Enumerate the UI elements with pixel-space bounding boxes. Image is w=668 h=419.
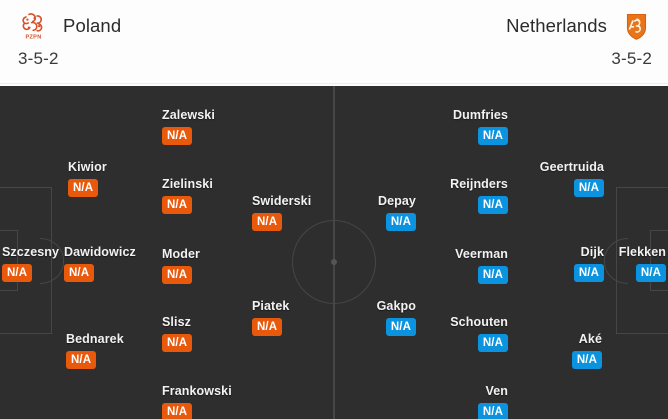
player-name: Dijk [580, 245, 604, 259]
player-name: Gakpo [376, 299, 416, 313]
player-card[interactable]: Szczesny N/A [2, 245, 59, 282]
svg-text:PZPN: PZPN [25, 34, 41, 40]
player-name: Aké [578, 332, 602, 346]
player-rating-badge: N/A [162, 196, 193, 214]
player-card[interactable]: Depay N/A [378, 194, 416, 231]
player-card[interactable]: Zielinski N/A [162, 177, 213, 214]
player-name: Szczesny [2, 245, 60, 259]
poland-pzpn-crest-icon: PZPN [18, 10, 49, 42]
home-formation: 3-5-2 [18, 49, 59, 68]
player-name: Frankowski [162, 384, 232, 398]
player-card[interactable]: Dumfries N/A [453, 108, 508, 145]
player-card[interactable]: Geertruida N/A [540, 160, 604, 197]
left-goal-box [0, 230, 18, 291]
away-team-name: Netherlands [506, 15, 607, 36]
player-card[interactable]: Slisz N/A [162, 315, 193, 352]
player-card[interactable]: Kiwior N/A [68, 160, 107, 197]
player-name: Piatek [252, 299, 290, 313]
player-rating-badge: N/A [477, 127, 508, 145]
player-name: Moder [162, 247, 200, 261]
away-team-block[interactable]: Netherlands 3-5-2 [506, 8, 652, 69]
player-name: Zielinski [162, 177, 213, 191]
player-name: Dawidowicz [64, 245, 136, 259]
player-card[interactable]: Reijnders N/A [450, 177, 508, 214]
player-rating-badge: N/A [573, 264, 604, 282]
player-name: Bednarek [66, 332, 124, 346]
away-team-row: Netherlands [506, 8, 652, 44]
player-rating-badge: N/A [252, 213, 283, 231]
player-card[interactable]: Flekken N/A [619, 245, 666, 282]
pitch: Szczesny N/A Dawidowicz N/A Kiwior N/A Bednare… [0, 86, 668, 419]
player-rating-badge: N/A [477, 403, 508, 419]
player-rating-badge: N/A [573, 179, 604, 197]
player-rating-badge: N/A [252, 318, 283, 336]
player-name: Kiwior [68, 160, 107, 174]
center-circle [292, 220, 376, 304]
player-card[interactable]: Piatek N/A [252, 299, 289, 336]
player-rating-badge: N/A [162, 403, 193, 419]
player-card[interactable]: Zalewski N/A [162, 108, 215, 145]
player-rating-badge: N/A [477, 196, 508, 214]
player-name: Depay [377, 194, 416, 208]
player-rating-badge: N/A [477, 266, 508, 284]
player-name: Flekken [618, 245, 666, 259]
player-name: Geertruida [539, 160, 604, 174]
player-rating-badge: N/A [162, 334, 193, 352]
player-card[interactable]: Aké N/A [571, 332, 602, 369]
player-name: Zalewski [162, 108, 215, 122]
player-rating-badge: N/A [635, 264, 666, 282]
player-card[interactable]: Dijk N/A [573, 245, 604, 282]
player-card[interactable]: Ven N/A [477, 384, 508, 419]
player-rating-badge: N/A [68, 179, 99, 197]
player-name: Dumfries [453, 108, 508, 122]
player-name: Ven [485, 384, 508, 398]
player-name: Veerman [455, 247, 508, 261]
center-spot [331, 259, 337, 265]
match-header: PZPN Poland 3-5-2 Netherlands [0, 0, 668, 84]
player-name: Slisz [162, 315, 191, 329]
player-rating-badge: N/A [385, 318, 416, 336]
player-rating-badge: N/A [385, 213, 416, 231]
player-rating-badge: N/A [64, 264, 95, 282]
away-formation: 3-5-2 [611, 49, 652, 68]
player-rating-badge: N/A [66, 351, 97, 369]
right-goal-box [650, 230, 668, 291]
player-rating-badge: N/A [2, 264, 33, 282]
player-card[interactable]: Bednarek N/A [66, 332, 124, 369]
netherlands-knvb-crest-icon [621, 10, 652, 42]
player-card[interactable]: Dawidowicz N/A [64, 245, 136, 282]
player-card[interactable]: Swiderski N/A [252, 194, 311, 231]
home-team-name: Poland [63, 15, 122, 36]
player-card[interactable]: Schouten N/A [450, 315, 508, 352]
player-card[interactable]: Moder N/A [162, 247, 200, 284]
player-card[interactable]: Frankowski N/A [162, 384, 232, 419]
player-rating-badge: N/A [477, 334, 508, 352]
player-rating-badge: N/A [571, 351, 602, 369]
player-rating-badge: N/A [162, 266, 193, 284]
player-name: Reijnders [450, 177, 508, 191]
player-rating-badge: N/A [162, 127, 193, 145]
player-card[interactable]: Gakpo N/A [377, 299, 416, 336]
player-name: Schouten [450, 315, 508, 329]
player-card[interactable]: Veerman N/A [455, 247, 508, 284]
player-name: Swiderski [252, 194, 312, 208]
home-team-block[interactable]: PZPN Poland 3-5-2 [18, 8, 121, 69]
home-team-row: PZPN Poland [18, 8, 121, 44]
